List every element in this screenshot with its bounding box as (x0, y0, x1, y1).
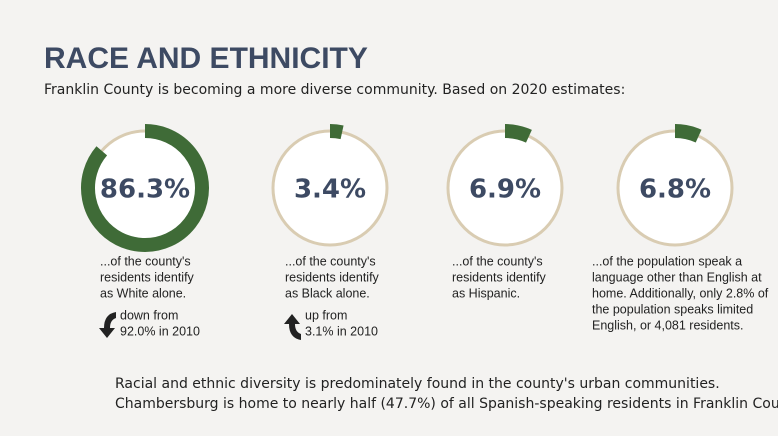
donut-arc (329, 124, 344, 140)
footer-text: Racial and ethnic diversity is predomina… (115, 376, 720, 392)
percent-label: 3.4% (294, 175, 366, 205)
description: home. Additionally, only 2.8% of (592, 286, 769, 300)
description: English, or 4,081 residents. (592, 318, 743, 332)
donut-arc (674, 124, 702, 143)
subtitle: Franklin County is becoming a more diver… (44, 82, 625, 98)
donut-arc (81, 124, 209, 252)
description: ...of the county's (285, 254, 376, 268)
footer-text: Chambersburg is home to nearly half (47.… (115, 396, 778, 412)
description: language other than English at (592, 270, 762, 284)
description: as Hispanic. (452, 286, 520, 300)
description: the population speaks limited (592, 302, 753, 316)
change-arrow (99, 312, 116, 338)
description: as White alone. (100, 286, 186, 300)
change-arrow (284, 314, 301, 340)
description: residents identify (100, 270, 195, 284)
percent-label: 6.9% (469, 175, 541, 205)
change-text: down from (120, 308, 178, 322)
description: residents identify (285, 270, 380, 284)
change-text: up from (305, 308, 347, 322)
change-text: 92.0% in 2010 (120, 324, 200, 338)
title: RACE AND ETHNICITY (44, 42, 368, 75)
donut-arc (504, 124, 532, 143)
description: ...of the county's (100, 254, 191, 268)
change-text: 3.1% in 2010 (305, 324, 378, 338)
description: residents identify (452, 270, 547, 284)
description: ...of the population speak a (592, 254, 742, 268)
percent-label: 86.3% (100, 175, 190, 205)
percent-label: 6.8% (639, 175, 711, 205)
description: as Black alone. (285, 286, 370, 300)
description: ...of the county's (452, 254, 543, 268)
